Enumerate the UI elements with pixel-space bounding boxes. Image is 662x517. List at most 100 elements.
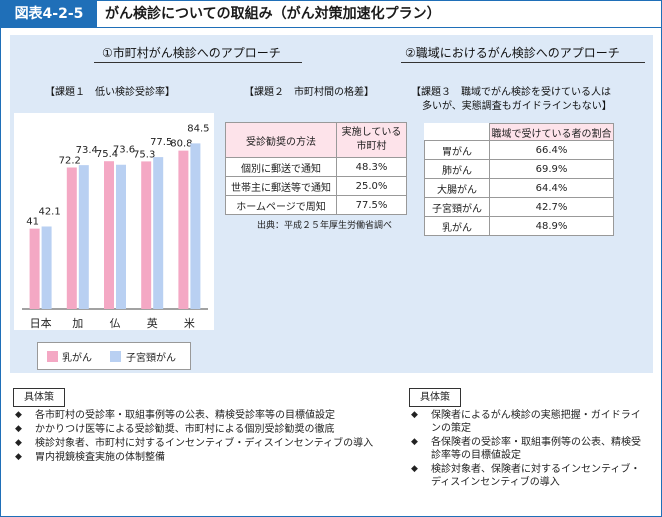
data-label: 75.4 bbox=[96, 149, 118, 160]
table3-cell: 64.4% bbox=[489, 178, 614, 198]
municipal-method-table: 受診勧奨の方法 実施している 市町村 個別に郵送で通知 48.3% 世帯主に郵送… bbox=[225, 122, 407, 215]
table3-header: 職域で受けている者の割合 bbox=[489, 123, 614, 141]
diamond-bullet-icon: ◆ bbox=[15, 438, 22, 448]
legend-label-breast: 乳がん bbox=[62, 353, 92, 364]
list-item: ◆ 保険者によるがん検診の実態把握・ガイドラインの策定 bbox=[411, 409, 649, 435]
measure-text: 検診対象者、市町村に対するインセンティブ・ディスインセンティブの導入 bbox=[35, 438, 374, 449]
list-item: ◆ 検診対象者、保険者に対するインセンティブ・ディスインセンティブの導入 bbox=[411, 463, 649, 489]
table2-cell: 77.5% bbox=[336, 195, 407, 215]
task2-label: 【課題２ 市町村間の格差】 bbox=[244, 87, 374, 98]
table-row: 乳がん 48.9% bbox=[424, 216, 614, 236]
bar-breast bbox=[104, 161, 114, 309]
table3-cell: 大腸がん bbox=[424, 178, 490, 198]
diamond-bullet-icon: ◆ bbox=[15, 452, 22, 462]
right-section-heading: ②職域におけるがん検診へのアプローチ bbox=[405, 46, 620, 60]
bar-breast bbox=[66, 167, 77, 309]
legend-swatch-breast bbox=[47, 351, 58, 362]
bar-cervical bbox=[153, 157, 164, 309]
bar-cervical bbox=[116, 164, 126, 309]
task3-label-line1: 【課題３ 職域でがん検診を受けている人は bbox=[411, 87, 611, 98]
x-tick-label: 加 bbox=[72, 317, 83, 330]
table2-header-row: 受診勧奨の方法 実施している 市町村 bbox=[225, 122, 407, 158]
left-measures-list: ◆ 各市町村の受診率・取組事例等の公表、精検受診率等の目標値設定 ◆ かかりつけ医等… bbox=[15, 409, 387, 465]
right-measures-label: 具体策 bbox=[409, 388, 461, 407]
diamond-bullet-icon: ◆ bbox=[15, 410, 22, 420]
table-row: 肺がん 69.9% bbox=[424, 159, 614, 179]
table-row: 子宮頸がん 42.7% bbox=[424, 197, 614, 217]
measure-text: かかりつけ医等による受診勧奨、市町村による個別受診勧奨の徹底 bbox=[35, 424, 335, 435]
table2-header-rate: 実施している 市町村 bbox=[336, 122, 407, 158]
x-tick-label: 仏 bbox=[110, 317, 121, 330]
list-item: ◆ 検診対象者、市町村に対するインセンティブ・ディスインセンティブの導入 bbox=[15, 437, 387, 450]
data-label: 73.4 bbox=[76, 145, 98, 156]
data-label: 77.5 bbox=[150, 137, 172, 148]
legend-label-cervical: 子宮頸がん bbox=[126, 353, 176, 364]
bar-breast bbox=[141, 161, 152, 309]
diamond-bullet-icon: ◆ bbox=[411, 464, 418, 474]
table2-cell: 個別に郵送で通知 bbox=[225, 157, 337, 177]
data-label: 42.1 bbox=[38, 206, 60, 217]
list-item: ◆ 各市町村の受診率・取組事例等の公表、精検受診率等の目標値設定 bbox=[15, 409, 387, 422]
measure-text: 各保険者の受診率・取組事例等の公表、精検受診率等の目標値設定 bbox=[431, 437, 641, 461]
list-item: ◆ 胃内視鏡検査実施の体制整備 bbox=[15, 451, 387, 464]
table3-cell: 69.9% bbox=[489, 159, 614, 179]
right-measures-list: ◆ 保険者によるがん検診の実態把握・ガイドラインの策定 ◆ 各保険者の受診率・取組事… bbox=[411, 409, 649, 490]
diamond-bullet-icon: ◆ bbox=[411, 410, 418, 420]
list-item: ◆ かかりつけ医等による受診勧奨、市町村による個別受診勧奨の徹底 bbox=[15, 423, 387, 436]
diamond-bullet-icon: ◆ bbox=[411, 437, 418, 447]
x-tick-label: 日本 bbox=[30, 316, 52, 330]
table3-header-row: 職域で受けている者の割合 bbox=[424, 123, 614, 141]
left-heading-underline bbox=[94, 62, 302, 63]
data-label: 73.6 bbox=[113, 145, 135, 156]
table3-header-blank bbox=[424, 123, 490, 141]
table-row: 個別に郵送で通知 48.3% bbox=[225, 157, 407, 177]
measure-text: 各市町村の受診率・取組事例等の公表、精検受診率等の目標値設定 bbox=[35, 410, 335, 421]
table2-cell: 25.0% bbox=[336, 176, 407, 196]
table2-header-method: 受診勧奨の方法 bbox=[225, 122, 337, 158]
left-section-heading: ①市町村がん検診へのアプローチ bbox=[102, 46, 281, 60]
task3-label-line2: 多いが、実態調査もガイドラインもない】 bbox=[422, 101, 612, 112]
right-heading-underline bbox=[401, 62, 645, 63]
table3-cell: 乳がん bbox=[424, 216, 490, 236]
data-label: 41 bbox=[26, 217, 39, 228]
table2-source: 出典：平成２５年厚生労働省調べ bbox=[257, 221, 393, 231]
diamond-bullet-icon: ◆ bbox=[15, 424, 22, 434]
legend-swatch-cervical bbox=[110, 351, 121, 362]
measure-text: 保険者によるがん検診の実態把握・ガイドラインの策定 bbox=[431, 410, 641, 434]
bar-cervical bbox=[78, 165, 89, 309]
x-tick-label: 米 bbox=[184, 317, 195, 330]
table-row: 大腸がん 64.4% bbox=[424, 178, 614, 198]
measure-text: 胃内視鏡検査実施の体制整備 bbox=[35, 452, 165, 463]
table3-cell: 胃がん bbox=[424, 140, 490, 160]
figure-number: 図表4-2-5 bbox=[1, 1, 97, 27]
table3-cell: 42.7% bbox=[489, 197, 614, 217]
table3-cell: 66.4% bbox=[489, 140, 614, 160]
figure-title: がん検診についての取組み（がん対策加速化プラン） bbox=[105, 6, 441, 22]
data-label: 75.3 bbox=[133, 149, 155, 160]
list-item: ◆ 各保険者の受診率・取組事例等の公表、精検受診率等の目標値設定 bbox=[411, 436, 649, 462]
title-bar: 図表4-2-5 がん検診についての取組み（がん対策加速化プラン） bbox=[1, 1, 661, 28]
bar-cervical bbox=[41, 226, 52, 309]
table3-cell: 肺がん bbox=[424, 159, 490, 179]
left-measures-label: 具体策 bbox=[13, 388, 65, 407]
measure-text: 検診対象者、保険者に対するインセンティブ・ディスインセンティブの導入 bbox=[431, 464, 641, 488]
workplace-rate-table: 職域で受けている者の割合 胃がん 66.4% 肺がん 69.9% 大腸がん 64.4%… bbox=[424, 123, 614, 236]
bar-breast bbox=[178, 150, 189, 309]
chart-legend: 乳がん 子宮頸がん bbox=[37, 342, 191, 370]
x-tick-label: 英 bbox=[147, 316, 158, 330]
bar-cervical bbox=[190, 143, 201, 309]
task1-label: 【課題１ 低い検診受診率】 bbox=[45, 87, 175, 98]
data-label: 80.8 bbox=[170, 139, 192, 150]
data-label: 72.2 bbox=[59, 155, 81, 166]
table2-cell: 世帯主に郵送等で通知 bbox=[225, 176, 337, 196]
table2-cell: ホームページで周知 bbox=[225, 195, 337, 215]
table-row: 世帯主に郵送等で通知 25.0% bbox=[225, 176, 407, 196]
table2-cell: 48.3% bbox=[336, 157, 407, 177]
table3-cell: 48.9% bbox=[489, 216, 614, 236]
bar-breast bbox=[29, 228, 40, 309]
table-row: ホームページで周知 77.5% bbox=[225, 195, 407, 215]
table-row: 胃がん 66.4% bbox=[424, 140, 614, 160]
table3-cell: 子宮頸がん bbox=[424, 197, 490, 217]
